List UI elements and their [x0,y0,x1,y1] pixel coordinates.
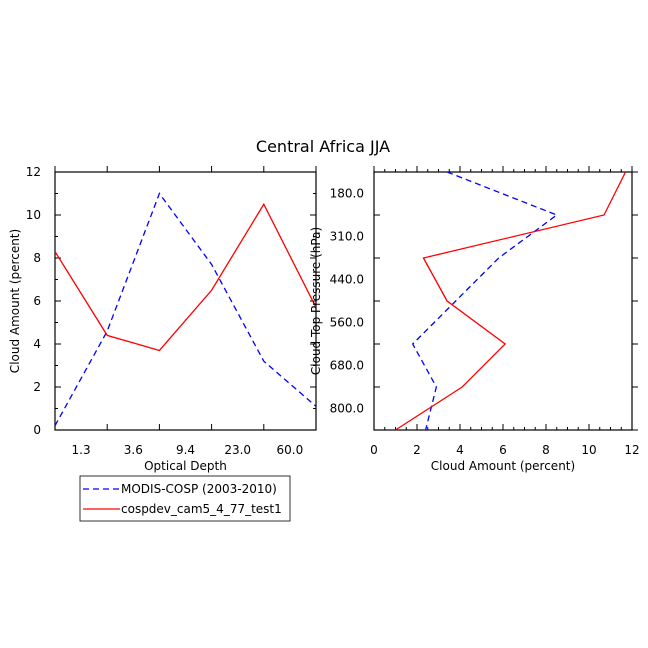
right-chart-panel: 0 2 4 6 8 10 12 180.0 310.0 440.0 560.0 680.0 800.0 C… [309,166,640,473]
left-y-tick-label: 2 [33,380,41,394]
left-y-tick-label: 0 [33,423,41,437]
right-y-axis-title: Cloud Top Pressure (hPa) [309,227,323,375]
legend-box [79,475,291,522]
right-plot-frame [373,171,633,431]
right-y-tick-label: 680.0 [330,359,364,373]
left-y-tick-label: 8 [33,251,41,265]
left-y-tick-label: 4 [33,337,41,351]
left-x-tick-label: 23.0 [224,443,251,457]
right-series-line-cospdev [395,171,627,431]
legend: MODIS-COSP (2003-2010) cospdev_cam5_4_77… [79,475,291,522]
right-series-line-modis [411,171,559,431]
right-x-tick-label: 10 [581,443,596,457]
right-x-tick-label: 12 [624,443,639,457]
right-y-tick-label: 180.0 [330,187,364,201]
left-plot-frame [54,171,317,431]
left-x-tick-label: 9.4 [176,443,195,457]
left-y-tick-label: 6 [33,294,41,308]
chart-title: Central Africa JJA [256,137,390,156]
right-x-tick-label: 2 [413,443,421,457]
left-x-tick-label: 1.3 [72,443,91,457]
right-x-tick-label: 6 [499,443,507,457]
legend-label-modis: MODIS-COSP (2003-2010) [121,482,277,496]
right-y-tick-label: 560.0 [330,316,364,330]
right-y-tick-label: 310.0 [330,230,364,244]
left-series-line-cospdev [54,202,317,352]
left-y-tick-label: 12 [26,165,41,179]
right-y-tick-label: 440.0 [330,273,364,287]
left-x-tick-label: 60.0 [277,443,304,457]
left-y-tick-label: 10 [26,208,41,222]
legend-label-cospdev: cospdev_cam5_4_77_test1 [121,502,282,516]
right-x-tick-label: 8 [542,443,550,457]
right-x-axis-title: Cloud Amount (percent) [431,459,575,473]
left-x-tick-label: 3.6 [124,443,143,457]
left-chart-panel: 0 2 4 6 8 10 12 1.3 3.6 9.4 23.0 60.0 Optical Depth C… [8,165,317,473]
left-y-axis-title: Cloud Amount (percent) [8,229,22,373]
left-x-axis-title: Optical Depth [144,459,227,473]
left-series-line-modis [54,192,317,427]
right-y-tick-label: 800.0 [330,402,364,416]
right-x-tick-label: 4 [456,443,464,457]
right-x-tick-label: 0 [370,443,378,457]
